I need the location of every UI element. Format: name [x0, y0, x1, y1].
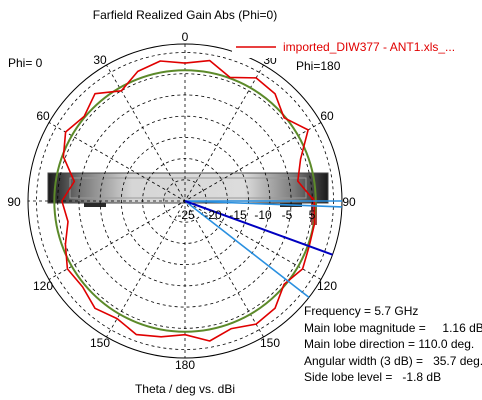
angle-label: 150: [90, 336, 110, 350]
legend-entry: imported_DIW377 - ANT1.xls_...: [283, 40, 455, 54]
angle-label: 30: [93, 53, 107, 67]
radial-tick-label: -15: [229, 208, 247, 222]
side-lobe-level-text: Side lobe level = -1.8 dB: [304, 370, 442, 384]
phi-right-label: Phi=180: [296, 59, 341, 73]
antenna-model-image: [47, 172, 329, 225]
main-lobe-direction-text: Main lobe direction = 110.0 deg.: [304, 337, 475, 351]
phi-left-label: Phi= 0: [8, 56, 43, 70]
main-lobe-magnitude-text: Main lobe magnitude = 1.16 dBi: [304, 320, 482, 335]
radial-tick-labels: -25 -20 -15 -10 -5 5: [177, 208, 315, 222]
gain-trace: [61, 59, 316, 342]
radial-tick-label: -10: [254, 208, 272, 222]
info-panel: Frequency = 5.7 GHz Main lobe magnitude …: [304, 303, 482, 386]
radial-tick-label: -5: [282, 208, 293, 222]
beamwidth-line: [184, 200, 310, 298]
angle-label: 60: [320, 109, 334, 123]
radial-tick-label: 5: [309, 208, 316, 222]
series-line: [61, 59, 316, 342]
x-axis-label: Theta / deg vs. dBi: [135, 382, 235, 396]
angle-label: 60: [36, 109, 50, 123]
angular-width-text: Angular width (3 dB) = 35.7 deg.: [304, 353, 482, 368]
angle-label: 0: [182, 30, 189, 44]
legend: imported_DIW377 - ANT1.xls_...: [232, 34, 482, 58]
beamwidth-line: [184, 200, 342, 208]
angle-label: 120: [33, 279, 53, 293]
angle-label: 90: [7, 195, 21, 209]
angle-label: 180: [175, 358, 195, 372]
main-lobe-line: [184, 200, 333, 256]
frequency-text: Frequency = 5.7 GHz: [304, 304, 419, 318]
angle-label: 150: [260, 336, 280, 350]
radial-tick-label: -20: [204, 208, 222, 222]
angle-label: 90: [342, 195, 356, 209]
angle-labels: 0 30 60 90 120 150 180 150 120 90 60 30: [7, 30, 356, 372]
chart-title: Farfield Realized Gain Abs (Phi=0): [93, 8, 277, 22]
beam-marker-lines: [184, 200, 342, 298]
radial-tick-label: -25: [177, 208, 195, 222]
angle-label: 120: [317, 279, 337, 293]
